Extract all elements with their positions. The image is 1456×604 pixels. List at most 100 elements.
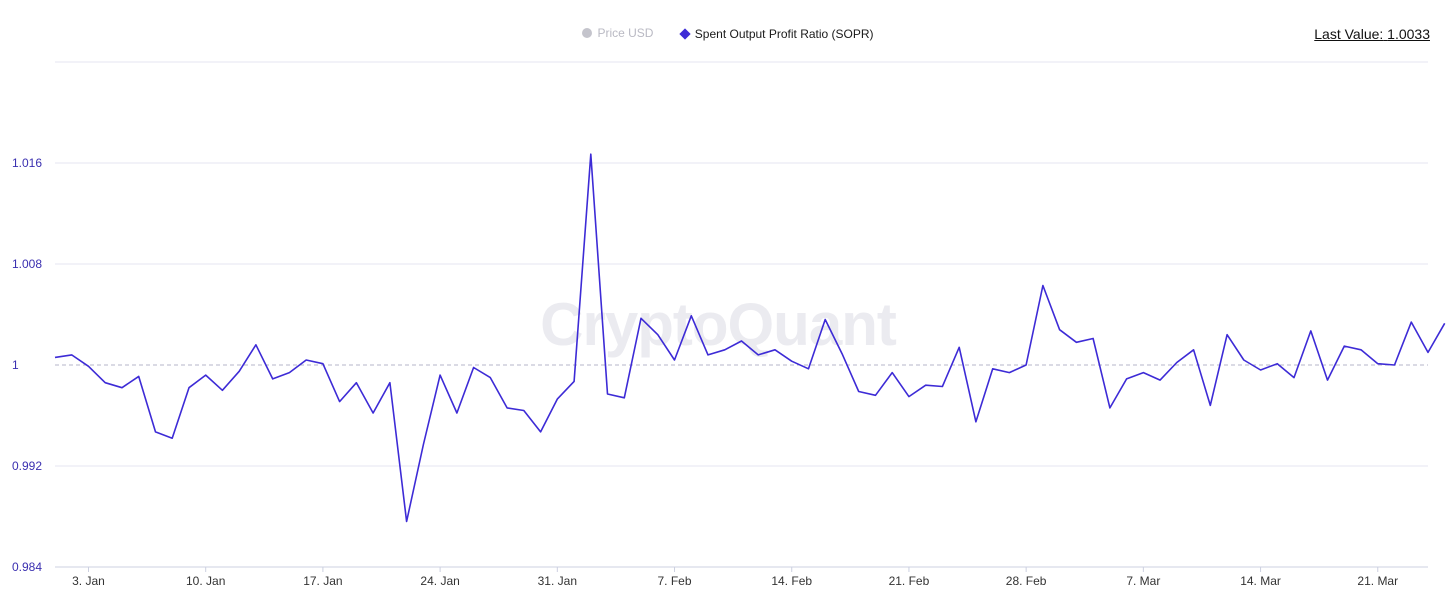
data-point[interactable] <box>957 345 961 349</box>
data-point[interactable] <box>940 385 944 389</box>
data-point[interactable] <box>740 339 744 343</box>
data-point[interactable] <box>1292 376 1296 380</box>
data-point[interactable] <box>204 373 208 377</box>
data-point[interactable] <box>321 362 325 366</box>
data-point[interactable] <box>1141 371 1145 375</box>
y-tick-label: 0.984 <box>12 560 42 574</box>
data-point[interactable] <box>555 397 559 401</box>
data-point[interactable] <box>539 430 543 434</box>
data-point[interactable] <box>1359 348 1363 352</box>
data-point[interactable] <box>271 377 275 381</box>
data-point[interactable] <box>103 381 107 385</box>
series-line-sopr[interactable] <box>54 153 1446 523</box>
data-point[interactable] <box>1225 333 1229 337</box>
data-point[interactable] <box>924 383 928 387</box>
legend-item-price-usd[interactable]: Price USD <box>582 26 653 40</box>
data-point[interactable] <box>1074 340 1078 344</box>
data-point[interactable] <box>1058 328 1062 332</box>
data-point[interactable] <box>137 374 141 378</box>
data-point[interactable] <box>1409 320 1413 324</box>
data-point[interactable] <box>823 318 827 322</box>
data-point[interactable] <box>874 393 878 397</box>
data-point[interactable] <box>639 316 643 320</box>
data-point[interactable] <box>1091 337 1095 341</box>
data-point[interactable] <box>388 381 392 385</box>
x-tick-label: 10. Jan <box>186 574 225 588</box>
last-value-readout: Last Value: 1.0033 <box>1314 26 1430 42</box>
x-tick-label: 17. Jan <box>303 574 342 588</box>
data-point[interactable] <box>405 520 409 524</box>
legend-label-sopr: Spent Output Profit Ratio (SOPR) <box>694 27 874 41</box>
data-point[interactable] <box>773 348 777 352</box>
data-point[interactable] <box>756 353 760 357</box>
data-point[interactable] <box>338 400 342 404</box>
data-point[interactable] <box>1376 362 1380 366</box>
data-point[interactable] <box>1158 378 1162 382</box>
data-point[interactable] <box>622 396 626 400</box>
data-point[interactable] <box>572 379 576 383</box>
data-point[interactable] <box>1108 406 1112 410</box>
data-point[interactable] <box>488 376 492 380</box>
x-tick-label: 21. Feb <box>889 574 930 588</box>
data-point[interactable] <box>1275 362 1279 366</box>
data-point[interactable] <box>371 411 375 415</box>
data-point[interactable] <box>857 390 861 394</box>
data-point[interactable] <box>354 381 358 385</box>
data-point[interactable] <box>1342 344 1346 348</box>
data-point[interactable] <box>522 409 526 413</box>
data-point[interactable] <box>505 406 509 410</box>
data-point[interactable] <box>1443 321 1447 325</box>
data-point[interactable] <box>689 314 693 318</box>
data-point[interactable] <box>1393 363 1397 367</box>
data-point[interactable] <box>1326 378 1330 382</box>
data-point[interactable] <box>1259 368 1263 372</box>
data-point[interactable] <box>673 358 677 362</box>
data-point[interactable] <box>1125 377 1129 381</box>
data-point[interactable] <box>790 359 794 363</box>
data-point[interactable] <box>1242 358 1246 362</box>
data-point[interactable] <box>706 353 710 357</box>
data-point[interactable] <box>53 355 57 359</box>
legend-item-sopr[interactable]: Spent Output Profit Ratio (SOPR) <box>679 27 874 41</box>
legend-label-price: Price USD <box>597 26 654 40</box>
data-point[interactable] <box>1426 350 1430 354</box>
data-point[interactable] <box>120 386 124 390</box>
data-point[interactable] <box>472 366 476 370</box>
data-point[interactable] <box>438 373 442 377</box>
data-point[interactable] <box>606 392 610 396</box>
data-point[interactable] <box>170 436 174 440</box>
data-point[interactable] <box>287 371 291 375</box>
data-point[interactable] <box>421 443 425 447</box>
data-point[interactable] <box>1024 363 1028 367</box>
data-point[interactable] <box>1007 371 1011 375</box>
data-point[interactable] <box>840 352 844 356</box>
x-tick-label: 14. Mar <box>1240 574 1281 588</box>
data-point[interactable] <box>87 364 91 368</box>
data-point[interactable] <box>723 348 727 352</box>
data-point[interactable] <box>907 395 911 399</box>
x-axis: 3. Jan 10. Jan 17. Jan 24. Jan 31. Jan 7. Feb… <box>72 567 1398 588</box>
data-point[interactable] <box>1192 348 1196 352</box>
data-point[interactable] <box>220 388 224 392</box>
data-point[interactable] <box>807 367 811 371</box>
data-point[interactable] <box>974 420 978 424</box>
data-point[interactable] <box>589 152 593 156</box>
data-point[interactable] <box>254 343 258 347</box>
data-point[interactable] <box>1041 284 1045 288</box>
data-point[interactable] <box>1175 361 1179 365</box>
data-point[interactable] <box>890 371 894 375</box>
data-point[interactable] <box>187 386 191 390</box>
data-point[interactable] <box>70 353 74 357</box>
data-point[interactable] <box>991 367 995 371</box>
data-point[interactable] <box>1208 403 1212 407</box>
data-point[interactable] <box>304 358 308 362</box>
data-point[interactable] <box>455 411 459 415</box>
data-point[interactable] <box>1309 329 1313 333</box>
data-point[interactable] <box>656 333 660 337</box>
last-value-number: 1.0033 <box>1387 26 1430 42</box>
grid-lines <box>55 61 1428 568</box>
data-point[interactable] <box>237 369 241 373</box>
data-point[interactable] <box>154 430 158 434</box>
legend: Price USD Spent Output Profit Ratio (SOP… <box>0 26 1456 41</box>
